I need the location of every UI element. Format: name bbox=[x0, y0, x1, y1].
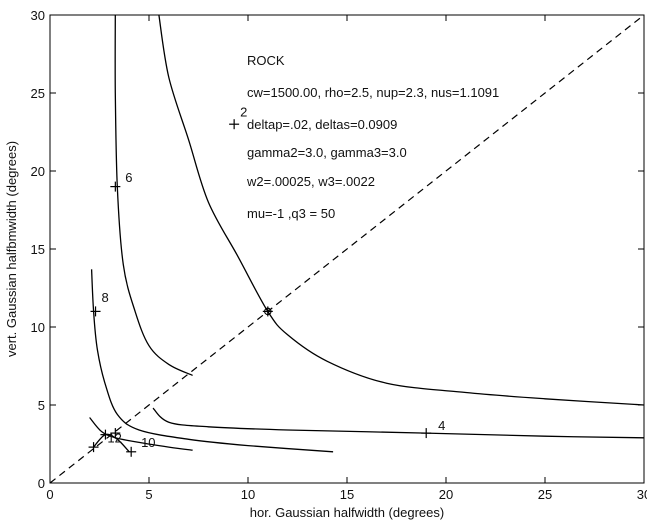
x-axis-label: hor. Gaussian halfwidth (degrees) bbox=[250, 505, 444, 520]
annotation-line-2: deltap=.02, deltas=0.0909 bbox=[247, 117, 397, 132]
tick-layer: 0 5 10 15 20 25 30 0 5 10 15 20 25 30 bbox=[31, 8, 647, 502]
annotation-title: ROCK bbox=[247, 53, 285, 68]
curve-label-4: 4 bbox=[438, 418, 445, 433]
annotation-line-1: cw=1500.00, rho=2.5, nup=2.3, nus=1.1091 bbox=[247, 85, 499, 100]
x-tick-label-5: 5 bbox=[145, 487, 152, 502]
x-tick-label-30: 30 bbox=[637, 487, 647, 502]
x-tick-label-15: 15 bbox=[340, 487, 354, 502]
series-marker-12-1 bbox=[100, 429, 111, 440]
y-tick-label-15: 15 bbox=[31, 242, 45, 257]
annotation-line-4: w2=.00025, w3=.0022 bbox=[246, 174, 375, 189]
intersection-circle bbox=[264, 307, 272, 316]
x-tick-label-0: 0 bbox=[46, 487, 53, 502]
series-marker-10-0 bbox=[126, 446, 137, 457]
series-line-6 bbox=[114, 14, 193, 376]
diagonal-reference-line bbox=[49, 14, 645, 484]
series-line-4 bbox=[152, 407, 645, 439]
y-tick-label-10: 10 bbox=[31, 320, 45, 335]
series-marker-8-0 bbox=[90, 306, 101, 317]
curve-label-2: 2 bbox=[240, 104, 247, 119]
annotation-block: ROCK cw=1500.00, rho=2.5, nup=2.3, nus=1… bbox=[246, 53, 499, 221]
series-layer bbox=[89, 14, 645, 453]
series-line-10 bbox=[89, 417, 193, 451]
marker-layer bbox=[88, 119, 432, 457]
y-tick-label-25: 25 bbox=[31, 86, 45, 101]
series-marker-12-2 bbox=[110, 428, 121, 439]
annotation-line-5: mu=-1 ,q3 = 50 bbox=[247, 206, 335, 221]
series-marker-6-0 bbox=[110, 181, 121, 192]
curve-label-8: 8 bbox=[101, 290, 108, 305]
annotation-line-3: gamma2=3.0, gamma3=3.0 bbox=[247, 145, 407, 160]
series-marker-2-0 bbox=[229, 119, 240, 130]
y-axis-label: vert. Gaussian halfbmwidth (degrees) bbox=[4, 141, 19, 357]
reference-layer bbox=[49, 14, 645, 484]
series-marker-12-0 bbox=[88, 442, 99, 453]
y-tick-label-20: 20 bbox=[31, 164, 45, 179]
curve-label-12: 12 bbox=[107, 430, 121, 445]
y-tick-label-30: 30 bbox=[31, 8, 45, 23]
series-marker-4-0 bbox=[421, 428, 432, 439]
x-tick-label-20: 20 bbox=[439, 487, 453, 502]
series-line-12 bbox=[93, 433, 130, 453]
x-tick-label-25: 25 bbox=[538, 487, 552, 502]
series-line-8 bbox=[90, 269, 334, 453]
series-line-2 bbox=[158, 14, 645, 406]
curve-label-6: 6 bbox=[125, 170, 132, 185]
y-tick-label-0: 0 bbox=[38, 476, 45, 491]
curve-label-layer: 2 6 8 4 10 12 bbox=[101, 104, 445, 450]
curve-label-10: 10 bbox=[141, 435, 155, 450]
y-tick-label-5: 5 bbox=[38, 398, 45, 413]
x-tick-label-10: 10 bbox=[241, 487, 255, 502]
